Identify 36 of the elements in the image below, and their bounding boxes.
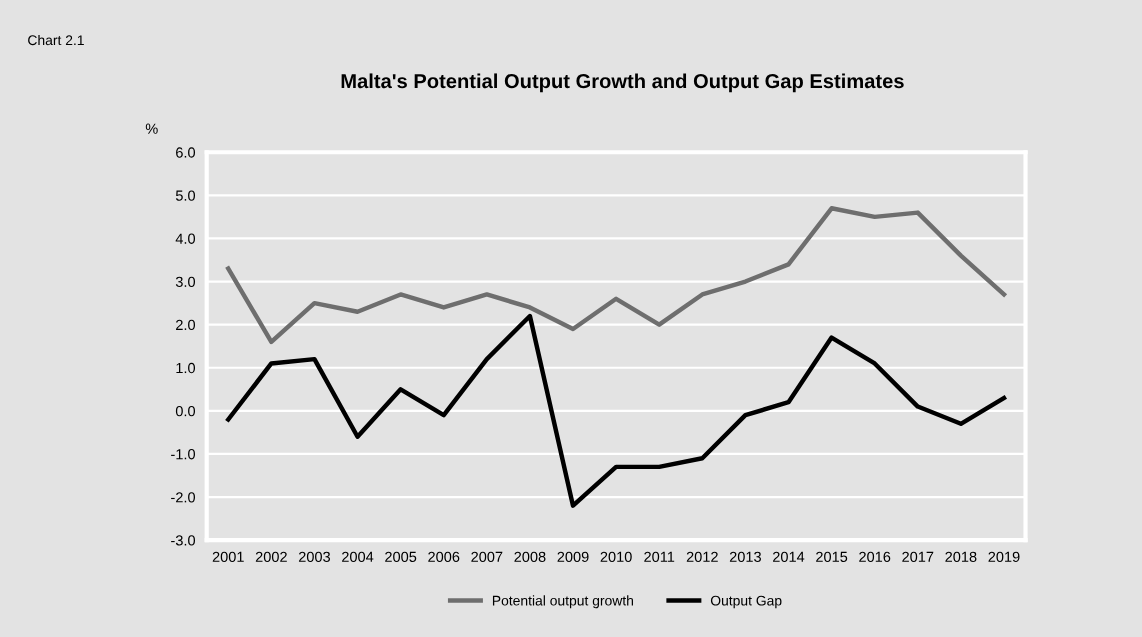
x-tick-label: 2010 — [600, 551, 632, 562]
x-tick-label: 2015 — [816, 551, 848, 562]
x-tick-label: 2016 — [859, 551, 891, 562]
x-tick-label: 2002 — [255, 551, 287, 562]
y-tick-label: -2.0 — [171, 492, 196, 503]
y-tick-label: -1.0 — [171, 449, 196, 460]
x-tick-label: 2011 — [644, 551, 675, 562]
x-tick-label: 2009 — [557, 551, 589, 562]
x-tick-label: 2008 — [514, 551, 546, 562]
line-series — [226, 313, 1007, 508]
legend-label: Output Gap — [710, 595, 782, 609]
y-tick-label: 4.0 — [175, 233, 196, 244]
y-tick-label: 6.0 — [176, 147, 196, 158]
y-tick-label: 3.0 — [175, 276, 196, 287]
x-tick-label: 2005 — [385, 551, 417, 562]
caption: Chart 2.1 — [28, 34, 84, 46]
y-tick-label: -3.0 — [171, 535, 196, 546]
y-tick-label: 5.0 — [175, 190, 196, 201]
x-tick-label: 2013 — [729, 551, 761, 562]
legend-label: Potential output growth — [492, 595, 633, 609]
chart-title: Malta's Potential Output Growth and Output Gap Estimates — [341, 73, 904, 93]
x-tick-label: 2001 — [212, 551, 244, 562]
x-tick-label: 2012 — [686, 551, 718, 562]
x-tick-label: 2006 — [428, 551, 460, 562]
x-tick-label: 2007 — [471, 551, 503, 562]
x-tick-label: 2017 — [902, 551, 934, 562]
x-tick-label: 2004 — [342, 551, 374, 562]
x-tick-label: 2019 — [988, 551, 1020, 562]
x-tick-label: 2018 — [945, 551, 977, 562]
line-series — [226, 206, 1007, 345]
y-tick-label: 1.0 — [176, 362, 196, 374]
x-tick-label: 2003 — [298, 551, 331, 562]
y-tick-label: 0.0 — [175, 405, 196, 417]
y-tick-label: 2.0 — [176, 319, 196, 331]
y-axis-title: % — [145, 123, 158, 134]
x-tick-label: 2014 — [773, 551, 805, 562]
